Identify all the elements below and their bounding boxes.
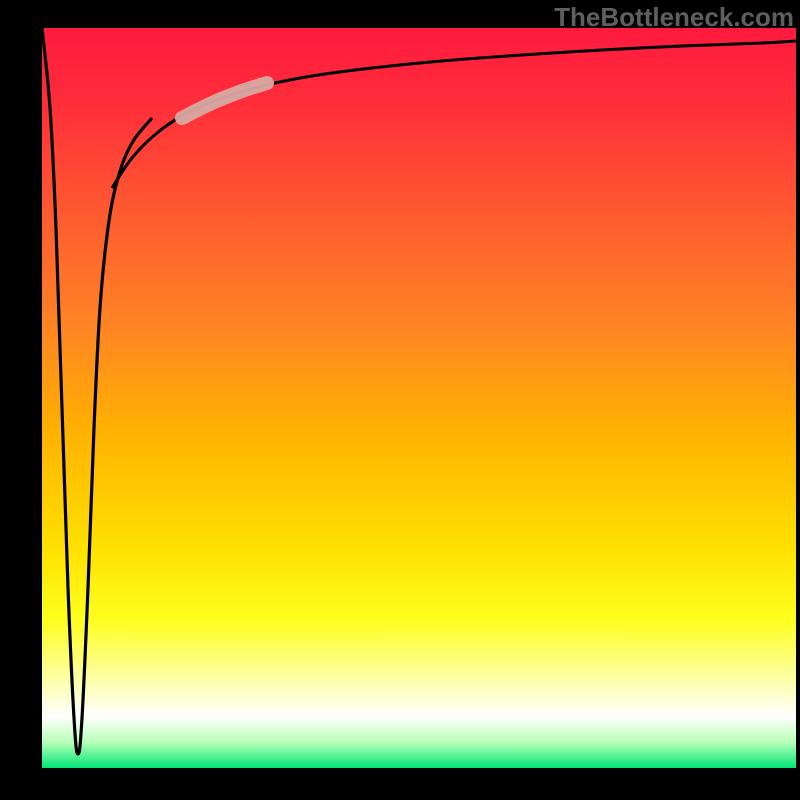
curve-spike xyxy=(42,28,152,754)
plot-area xyxy=(42,28,796,768)
chart-root: TheBottleneck.com xyxy=(0,0,800,800)
curve-highlight xyxy=(182,83,267,118)
curve-layer xyxy=(42,28,796,768)
curve-saturating xyxy=(112,41,796,188)
watermark-text: TheBottleneck.com xyxy=(554,2,794,33)
